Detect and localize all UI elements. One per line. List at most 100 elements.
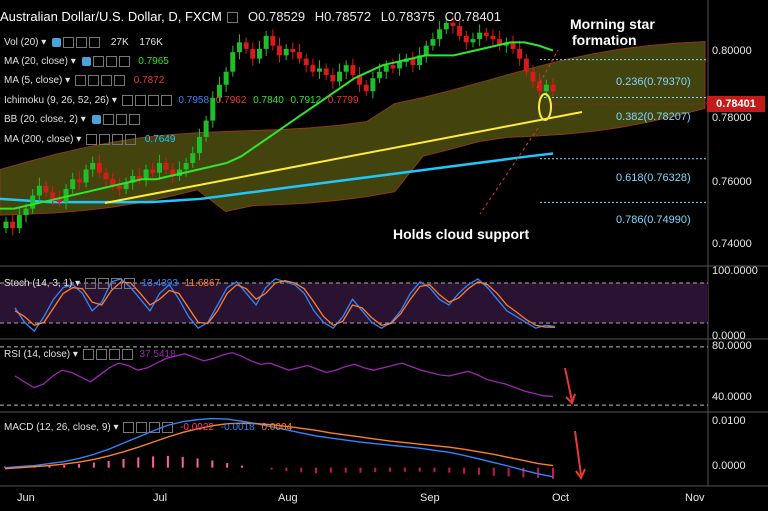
settings-icon[interactable] (97, 278, 109, 289)
candle-body (303, 58, 309, 66)
y-tick-label: 0.0000 (712, 330, 746, 342)
y-tick-label: 0.0100 (712, 415, 746, 427)
x-tick-label: Jul (153, 492, 168, 504)
candle-body (270, 35, 276, 46)
candle-body (337, 71, 343, 82)
indicator-vol[interactable]: Vol (20) ▾ 27K 176K (4, 37, 163, 49)
candle-body (103, 172, 109, 180)
candle-body (317, 68, 323, 72)
candle-body (437, 29, 443, 40)
add-icon[interactable] (112, 134, 124, 145)
candle-body (76, 179, 82, 183)
candle-body (517, 48, 523, 59)
x-tick-label: Jun (17, 492, 35, 504)
eye-icon[interactable] (52, 38, 62, 47)
eye-icon[interactable] (91, 115, 101, 124)
y-tick-label: 0.76000 (712, 176, 752, 188)
candle-body (343, 65, 349, 72)
settings-icon[interactable] (95, 349, 107, 360)
morning-star-annotation: Morning star formation (570, 16, 655, 48)
indicator-ma20[interactable]: MA (20, close) ▾ 0.7965 (4, 56, 169, 68)
add-icon[interactable] (115, 114, 127, 125)
down-arrow-head (575, 468, 586, 481)
settings-icon[interactable] (227, 12, 239, 24)
candle-body (523, 58, 529, 72)
candle-body (170, 169, 176, 176)
y-tick-label: 0.78000 (712, 112, 752, 124)
indicator-ma200[interactable]: MA (200, close) ▾ 0.7649 (4, 134, 176, 146)
candle-body (430, 39, 436, 46)
indicator-macd[interactable]: MACD (12, 26, close, 9) ▾ -0.0022 -0.001… (4, 422, 293, 434)
projection-arrow (536, 49, 559, 89)
y-tick-label: 100.0000 (712, 265, 758, 277)
candle-body (10, 221, 16, 229)
settings-icon[interactable] (87, 75, 99, 86)
close-icon[interactable] (123, 278, 135, 289)
x-tick-label: Aug (278, 492, 298, 504)
candle-body (357, 74, 363, 85)
settings-icon[interactable] (134, 95, 146, 106)
indicator-stoch[interactable]: Stoch (14, 3, 1) ▾ 13.4393 11.6867 (4, 278, 221, 290)
add-icon[interactable] (76, 37, 88, 48)
add-icon[interactable] (108, 349, 120, 360)
candle-body (16, 215, 22, 229)
add-icon[interactable] (149, 422, 161, 433)
eye-icon[interactable] (82, 349, 94, 360)
candle-body (410, 58, 416, 66)
candle-body (56, 198, 62, 203)
indicator-ma5[interactable]: MA (5, close) ▾ 0.7872 (4, 75, 165, 87)
add-icon[interactable] (100, 75, 112, 86)
candle-body (30, 195, 36, 209)
candle-body (136, 176, 142, 180)
macd-line (4, 422, 554, 470)
eye-icon[interactable] (74, 75, 86, 86)
close-icon[interactable] (121, 349, 133, 360)
close-icon[interactable] (125, 134, 137, 145)
indicator-ichimoku[interactable]: Ichimoku (9, 26, 52, 26) ▾ 0.7958 0.7962… (4, 95, 359, 107)
eye-icon[interactable] (81, 57, 91, 66)
candle-body (43, 185, 49, 193)
close-icon[interactable] (162, 422, 174, 433)
candle-body (477, 32, 483, 40)
eye-icon[interactable] (123, 422, 135, 433)
settings-icon[interactable] (102, 114, 114, 125)
ohlc-low: L0.78375 (380, 9, 436, 24)
trendline (104, 111, 583, 204)
add-icon[interactable] (105, 56, 117, 67)
candle-body (203, 120, 209, 137)
settings-icon[interactable] (99, 134, 111, 145)
x-tick-label: Nov (685, 492, 705, 504)
indicator-bb[interactable]: BB (20, close, 2) ▾ (4, 114, 140, 126)
settings-icon[interactable] (92, 56, 104, 67)
candle-body (350, 65, 356, 75)
add-icon[interactable] (110, 278, 122, 289)
close-icon[interactable] (160, 95, 172, 106)
settings-icon[interactable] (63, 37, 75, 48)
candle-body (497, 39, 503, 46)
close-icon[interactable] (113, 75, 125, 86)
candle-body (470, 39, 476, 43)
candle-body (190, 153, 196, 163)
close-icon[interactable] (128, 114, 140, 125)
candle-body (483, 32, 489, 36)
candle-body (163, 162, 169, 170)
candle-body (250, 48, 256, 59)
close-icon[interactable] (118, 56, 130, 67)
candle-body (150, 169, 156, 173)
candle-body (390, 65, 396, 69)
candle-body (63, 189, 69, 203)
candle-body (116, 185, 122, 190)
eye-icon[interactable] (121, 95, 133, 106)
ohlc-high: H0.78572 (314, 9, 372, 24)
eye-icon[interactable] (86, 134, 98, 145)
settings-icon[interactable] (136, 422, 148, 433)
close-icon[interactable] (89, 37, 101, 48)
add-icon[interactable] (147, 95, 159, 106)
fib-level-0382: 0.382(0.78207) (616, 111, 691, 123)
candle-body (323, 68, 329, 75)
candle-body (110, 179, 116, 186)
y-tick-label: 40.0000 (712, 391, 752, 403)
indicator-rsi[interactable]: RSI (14, close) ▾ 37.5418 (4, 349, 176, 361)
eye-icon[interactable] (84, 278, 96, 289)
